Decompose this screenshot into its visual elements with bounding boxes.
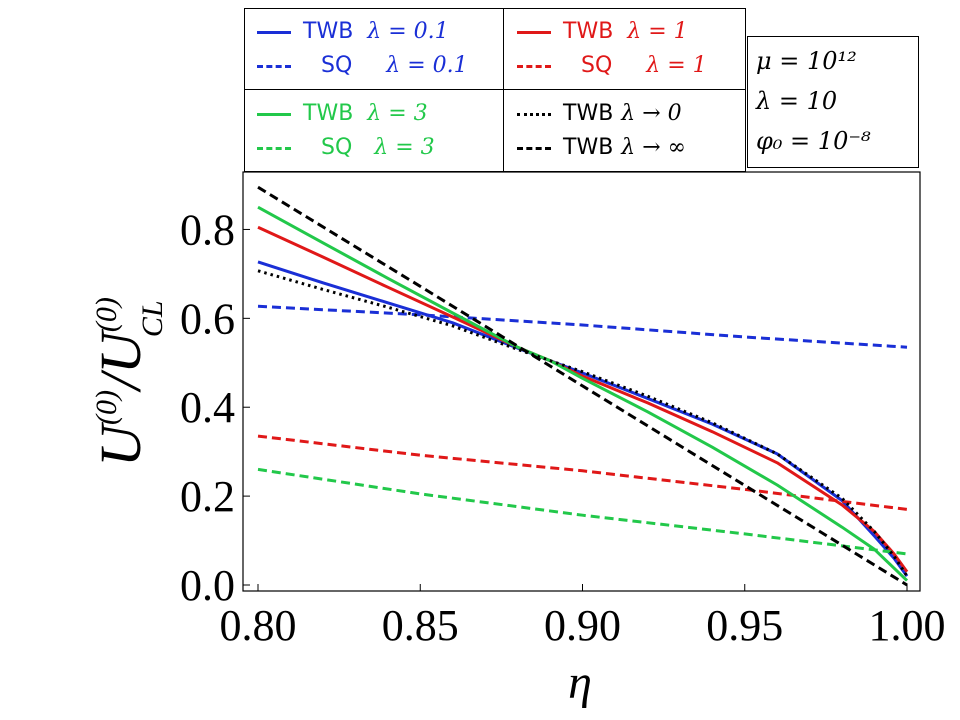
series-line-2 xyxy=(257,225,909,573)
legend-lambda-label: λ = 3 xyxy=(367,101,428,126)
legend-entry-sq-0.1: SQ λ = 0.1 xyxy=(257,53,468,78)
series-line-1 xyxy=(257,304,908,349)
y-tick-label: 0.6 xyxy=(180,294,235,343)
x-tick-label: 0.80 xyxy=(220,601,297,650)
legend-entry-sq-1: SQ λ = 1 xyxy=(517,53,707,78)
x-axis-label: η xyxy=(568,656,592,709)
legend-lambda-label: λ = 1 xyxy=(627,19,688,44)
series-line-3 xyxy=(257,434,908,511)
series-layer xyxy=(257,185,909,587)
legend-swatch xyxy=(257,146,291,150)
svg-text:U(0)/U(0)CL: U(0)/U(0) CL xyxy=(88,297,169,467)
series-line-5 xyxy=(257,467,908,556)
legend-entry-twb-3: TWB λ = 3 xyxy=(257,101,428,126)
series-line-4 xyxy=(257,205,909,582)
legend-entry-twb-1: TWB λ = 1 xyxy=(517,19,688,44)
legend-entry-twb-limit-0: TWB λ → 0 xyxy=(517,101,682,126)
legend-entry-twb-0.1: TWB λ = 0.1 xyxy=(257,19,449,44)
parameter-box: μ = 10¹² λ = 10 φ₀ = 10⁻⁸ xyxy=(747,36,919,168)
legend-swatch xyxy=(257,30,291,34)
legend-series-label: TWB xyxy=(563,101,614,126)
y-tick-label: 0.8 xyxy=(180,205,235,254)
legend-swatch xyxy=(517,146,551,150)
param-mu: μ = 10¹² xyxy=(756,47,857,75)
legend-divider-horizontal xyxy=(245,89,745,90)
series-line-7 xyxy=(257,185,908,587)
y-tick-label: 0.2 xyxy=(180,472,235,521)
x-tick-label: 0.95 xyxy=(706,601,783,650)
legend-series-label: SQ xyxy=(581,53,613,78)
x-tick-label: 1.00 xyxy=(869,601,946,650)
series-line-6 xyxy=(257,269,909,577)
legend-series-label: SQ xyxy=(321,135,353,160)
y-tick-label: 0.0 xyxy=(180,561,235,610)
legend-swatch xyxy=(517,112,551,116)
legend-series-label: TWB xyxy=(563,135,614,160)
legend-series-label: SQ xyxy=(321,53,353,78)
x-tick-label: 0.90 xyxy=(544,601,621,650)
legend-lambda-label: λ = 0.1 xyxy=(386,53,468,78)
plot-frame xyxy=(242,171,921,592)
legend-swatch xyxy=(517,30,551,34)
legend-swatch xyxy=(517,64,551,68)
legend-lambda-label: λ = 1 xyxy=(646,53,707,78)
legend-series-label: TWB xyxy=(303,101,354,126)
param-lambda: λ = 10 xyxy=(756,87,838,115)
legend: TWB λ = 0.1 SQ λ = 0.1 TWB λ = 1 SQ λ = 1 TW… xyxy=(244,8,746,172)
y-tick-label: 0.4 xyxy=(180,383,235,432)
x-tick-label: 0.85 xyxy=(382,601,459,650)
y-axis-label: U(0)/U(0) CL xyxy=(88,297,169,467)
legend-entry-twb-limit-inf: TWB λ → ∞ xyxy=(517,135,686,160)
legend-swatch xyxy=(257,64,291,68)
tick-layer: 0.80 0.85 0.90 0.95 1.00 0.0 0.2 0.4 0.6 0.8 xyxy=(180,205,946,650)
param-phi0: φ₀ = 10⁻⁸ xyxy=(756,127,871,155)
legend-entry-sq-3: SQ λ = 3 xyxy=(257,135,435,160)
legend-divider-vertical xyxy=(503,9,504,171)
legend-lambda-label: λ → 0 xyxy=(621,101,682,126)
legend-lambda-label: λ → ∞ xyxy=(621,135,686,160)
legend-swatch xyxy=(257,112,291,116)
legend-lambda-label: λ = 0.1 xyxy=(367,19,449,44)
series-line-0 xyxy=(257,260,909,577)
legend-series-label: TWB xyxy=(303,19,354,44)
legend-lambda-label: λ = 3 xyxy=(374,135,435,160)
legend-series-label: TWB xyxy=(563,19,614,44)
